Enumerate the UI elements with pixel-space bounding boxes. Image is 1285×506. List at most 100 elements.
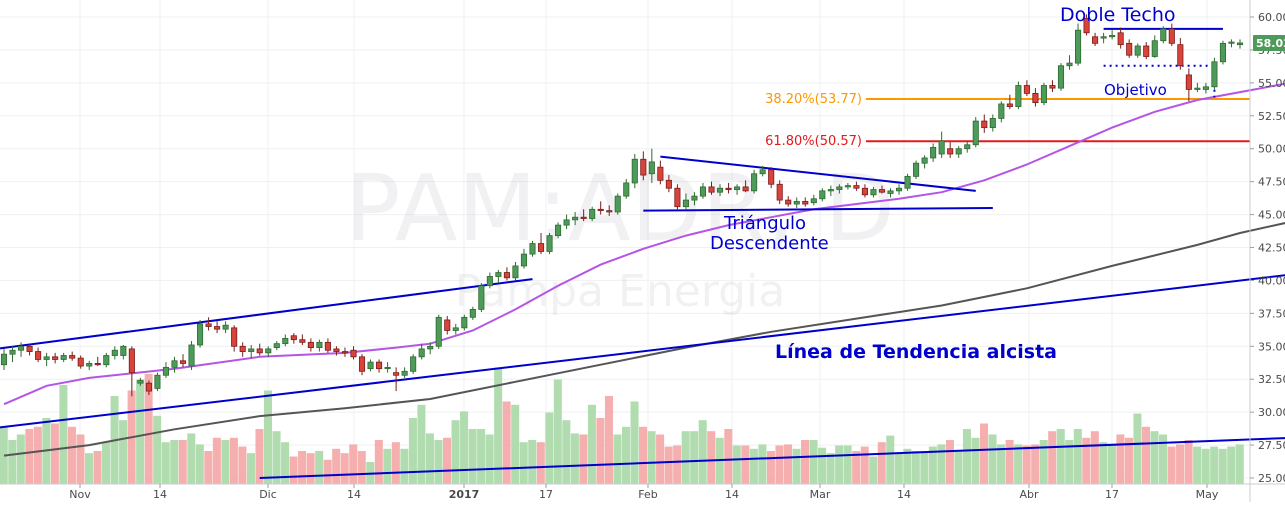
candle-body bbox=[341, 351, 349, 354]
candle-body bbox=[1040, 85, 1047, 104]
candle-body bbox=[307, 341, 314, 349]
candle-body bbox=[606, 210, 613, 213]
volume-bar bbox=[1201, 448, 1210, 484]
candle-body bbox=[972, 120, 979, 146]
volume-bar bbox=[323, 459, 332, 484]
candle-body bbox=[810, 198, 817, 204]
volume-bar bbox=[877, 442, 886, 484]
volume-bar bbox=[1031, 444, 1040, 484]
volume-bar bbox=[374, 440, 383, 484]
x-tick-label: Feb bbox=[638, 488, 657, 501]
volume-bar bbox=[408, 418, 417, 484]
volume-bar bbox=[1159, 434, 1168, 484]
volume-bar bbox=[945, 440, 954, 484]
volume-bar bbox=[826, 453, 835, 484]
x-tick-label: 2017 bbox=[449, 488, 480, 501]
volume-bar bbox=[818, 447, 827, 484]
moving-average-short bbox=[3, 82, 1285, 406]
volume-bar bbox=[647, 431, 656, 484]
candle-body bbox=[486, 276, 493, 287]
trendline-triangle-top bbox=[660, 155, 976, 192]
x-tick-label: Mar bbox=[810, 488, 831, 501]
volume-bar bbox=[178, 440, 187, 484]
volume-bar bbox=[698, 420, 707, 484]
volume-bar bbox=[920, 451, 929, 484]
volume-bar bbox=[579, 434, 588, 484]
candle-body bbox=[1160, 28, 1167, 42]
volume-bar bbox=[1014, 444, 1023, 484]
volume-bar bbox=[391, 442, 400, 484]
volume-bar bbox=[349, 444, 358, 484]
candle-body bbox=[904, 175, 911, 189]
volume-bar bbox=[425, 433, 434, 484]
volume-bar bbox=[272, 431, 281, 484]
candle-body bbox=[955, 148, 962, 155]
candle-body bbox=[1219, 42, 1226, 63]
candle-body bbox=[597, 208, 604, 212]
volume-bar bbox=[1193, 446, 1202, 484]
volume-bar bbox=[494, 367, 503, 484]
volume-bar bbox=[545, 412, 554, 484]
trendline-triangle-bottom bbox=[643, 206, 993, 212]
volume-bar bbox=[144, 374, 153, 484]
x-tick-label: 14 bbox=[725, 488, 739, 501]
volume-bar bbox=[229, 437, 238, 484]
trendline-upper-channel bbox=[0, 278, 533, 350]
volume-bar bbox=[801, 440, 810, 484]
annotation-trendline: Línea de Tendencia alcista bbox=[775, 341, 1057, 363]
annotation-triangle-line1: Triángulo bbox=[723, 213, 806, 234]
volume-bar bbox=[656, 434, 665, 484]
volume-bar bbox=[246, 453, 255, 484]
candle-body bbox=[43, 356, 50, 360]
candle-body bbox=[1109, 35, 1116, 38]
volume-bar bbox=[536, 442, 545, 484]
volume-bar bbox=[562, 420, 571, 484]
candle-body bbox=[1057, 65, 1065, 89]
candle-body bbox=[964, 144, 971, 150]
volume-bar bbox=[67, 426, 76, 484]
volume-bar bbox=[928, 446, 937, 484]
candle-body bbox=[938, 140, 945, 155]
volume-bar bbox=[170, 440, 179, 484]
candle-body bbox=[1032, 92, 1039, 104]
candle-body bbox=[435, 316, 442, 347]
candle-body bbox=[256, 348, 263, 354]
candle-body bbox=[444, 319, 451, 331]
volume-bar bbox=[33, 426, 42, 484]
volume-bar bbox=[238, 446, 247, 484]
candle-body bbox=[802, 200, 809, 205]
volume-bar bbox=[852, 451, 861, 484]
candle-body bbox=[469, 309, 476, 318]
candle-body bbox=[759, 169, 766, 175]
candle-body bbox=[120, 345, 127, 356]
fib-label: 38.20%(53.77) bbox=[765, 92, 862, 107]
candle-body bbox=[819, 190, 826, 200]
candle-body bbox=[1049, 85, 1056, 89]
volume-bar bbox=[0, 426, 8, 484]
volume-bar bbox=[1082, 437, 1091, 484]
volume-bar bbox=[1090, 431, 1099, 484]
candle-body bbox=[367, 361, 374, 370]
candle-body bbox=[9, 349, 16, 355]
volume-bar bbox=[102, 442, 111, 484]
moving-averages bbox=[3, 82, 1285, 457]
candle-body bbox=[265, 348, 272, 354]
volume-bar bbox=[502, 401, 511, 484]
volume-bar bbox=[50, 423, 59, 484]
volume-bar bbox=[1235, 444, 1244, 484]
volume-bar bbox=[400, 448, 409, 484]
volume-bar bbox=[988, 434, 997, 484]
candle-body bbox=[214, 326, 221, 330]
volume-bar bbox=[903, 448, 912, 484]
volume-bar bbox=[16, 434, 25, 484]
candle-body bbox=[410, 356, 417, 372]
x-tick-label: 14 bbox=[347, 488, 361, 501]
volume-bar bbox=[528, 440, 537, 484]
volume-bar bbox=[1167, 446, 1176, 484]
x-tick-label: May bbox=[1196, 488, 1219, 501]
volume-bar bbox=[1124, 437, 1133, 484]
volume-bar bbox=[911, 451, 920, 484]
volume-bar bbox=[587, 404, 596, 484]
